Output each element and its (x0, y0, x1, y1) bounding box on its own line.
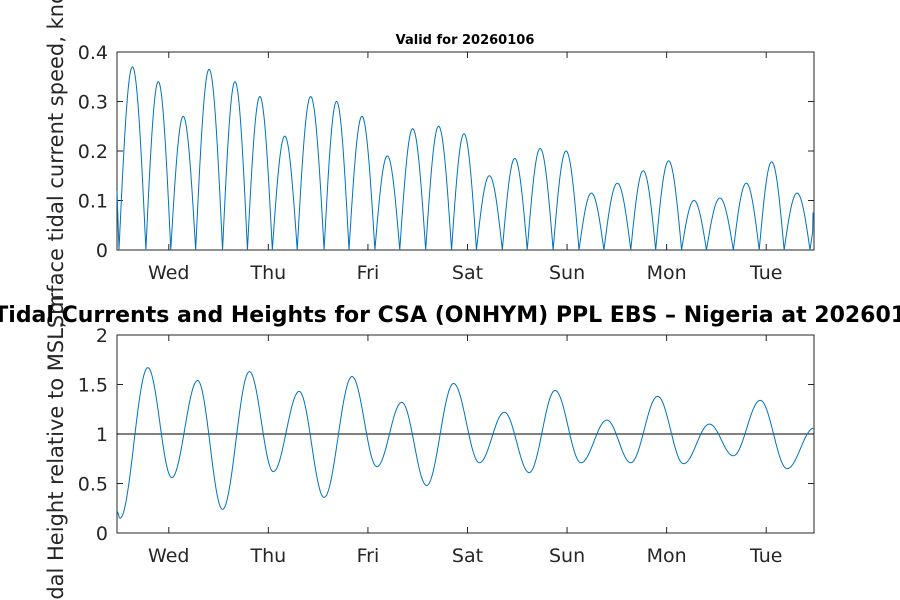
x-tick-label-sat: Sat (452, 545, 483, 567)
tidal-height-series-line (116, 367, 815, 519)
main-chart-title: Tidal Currents and Heights for CSA (ONHY… (0, 303, 900, 328)
y-tick-label: 0 (96, 240, 108, 262)
x-tick-label-mon: Mon (647, 262, 687, 284)
current-speed-panel: 0 0.1 0.2 0.3 0.4 Wed Thu Fri Sat Sun Mon Tue Vali… (44, 0, 815, 328)
x-tick-label-sun: Sun (549, 545, 585, 567)
y-tick-label: 2 (96, 325, 108, 347)
current-speed-series-line (116, 66, 814, 251)
y-tick-label: 0.4 (78, 42, 108, 64)
y-tick-label: 0.1 (78, 191, 108, 213)
current-speed-x-ticks: Wed Thu Fri Sat Sun Mon Tue (148, 52, 782, 284)
x-tick-label-tue: Tue (749, 545, 782, 567)
current-speed-y-ticks: 0 0.1 0.2 0.3 0.4 (78, 42, 814, 262)
tidal-height-y-ticks: 0 0.5 1 1.5 2 (78, 325, 814, 545)
x-tick-label-wed: Wed (148, 545, 189, 567)
x-tick-label-tue: Tue (749, 262, 782, 284)
x-tick-label-wed: Wed (148, 262, 189, 284)
x-tick-label-sat: Sat (452, 262, 483, 284)
x-tick-label-mon: Mon (647, 545, 687, 567)
y-tick-label: 1 (96, 424, 108, 446)
y-tick-label: 0.3 (78, 92, 108, 114)
current-speed-y-axis-label: Surface tidal current speed, knots (44, 0, 68, 328)
current-speed-chart-title: Valid for 20260106 (396, 33, 535, 48)
y-tick-label: 0.2 (78, 141, 108, 163)
tidal-height-panel: 0 0.5 1 1.5 2 Wed Thu Fri Sat Sun Mon Tue Tidal He… (44, 294, 815, 600)
tidal-height-x-ticks: Wed Thu Fri Sat Sun Mon Tue (148, 335, 782, 567)
x-tick-label-thu: Thu (249, 545, 286, 567)
x-tick-label-thu: Thu (249, 262, 286, 284)
y-tick-label: 0.5 (78, 474, 108, 496)
y-tick-label: 0 (96, 523, 108, 545)
y-tick-label: 1.5 (78, 375, 108, 397)
tidal-height-y-axis-label: Tidal Height relative to MSL, m (44, 294, 68, 600)
x-tick-label-fri: Fri (357, 545, 380, 567)
x-tick-label-sun: Sun (549, 262, 585, 284)
x-tick-label-fri: Fri (357, 262, 380, 284)
